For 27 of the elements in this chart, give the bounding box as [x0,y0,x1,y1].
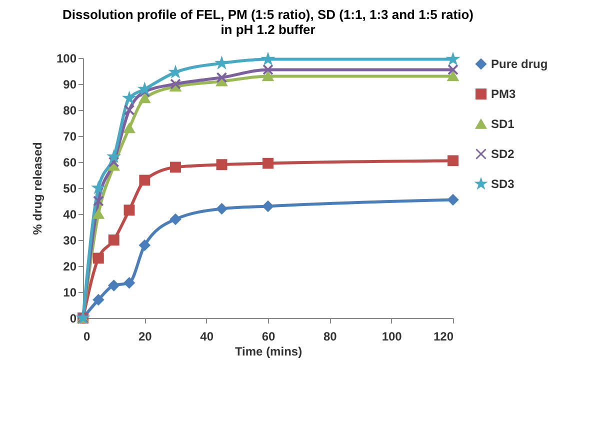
legend-label: SD1 [491,117,515,131]
legend-label: SD3 [491,177,515,191]
text: Dissolution profile of FEL, PM (1:5 ratio), SD (1:1, 1:3 and 1:5 ratio) [62,6,474,22]
x-tick-label: 20 [138,330,152,344]
y-tick-label: 100 [56,52,77,66]
x-tick-label: 100 [382,330,402,344]
text: in pH 1.2 buffer [220,22,316,37]
y-tick-label: 10 [63,286,77,300]
x-tick-label: 60 [262,330,276,344]
y-tick-label: 40 [63,208,77,222]
x-tick-label: 120 [433,330,454,344]
y-tick-label: 30 [63,234,77,248]
y-axis-title: % drug released [30,142,44,235]
y-tick-label: 20 [63,260,77,274]
y-tick-label: 60 [63,156,77,170]
x-tick-label: 40 [200,330,214,344]
legend-label: SD2 [491,147,515,161]
x-axis-title: Time (mins) [234,344,302,358]
y-tick-label: 0 [70,312,77,326]
y-tick-label: 70 [63,130,77,144]
y-tick-label: 80 [63,104,77,118]
y-tick-label: 90 [63,78,77,92]
x-tick-label: 0 [84,330,90,344]
y-tick-label: 50 [63,182,77,196]
x-tick-label: 80 [323,330,338,344]
legend-label: Pure drug [491,57,548,71]
legend-label: PM3 [491,87,516,101]
